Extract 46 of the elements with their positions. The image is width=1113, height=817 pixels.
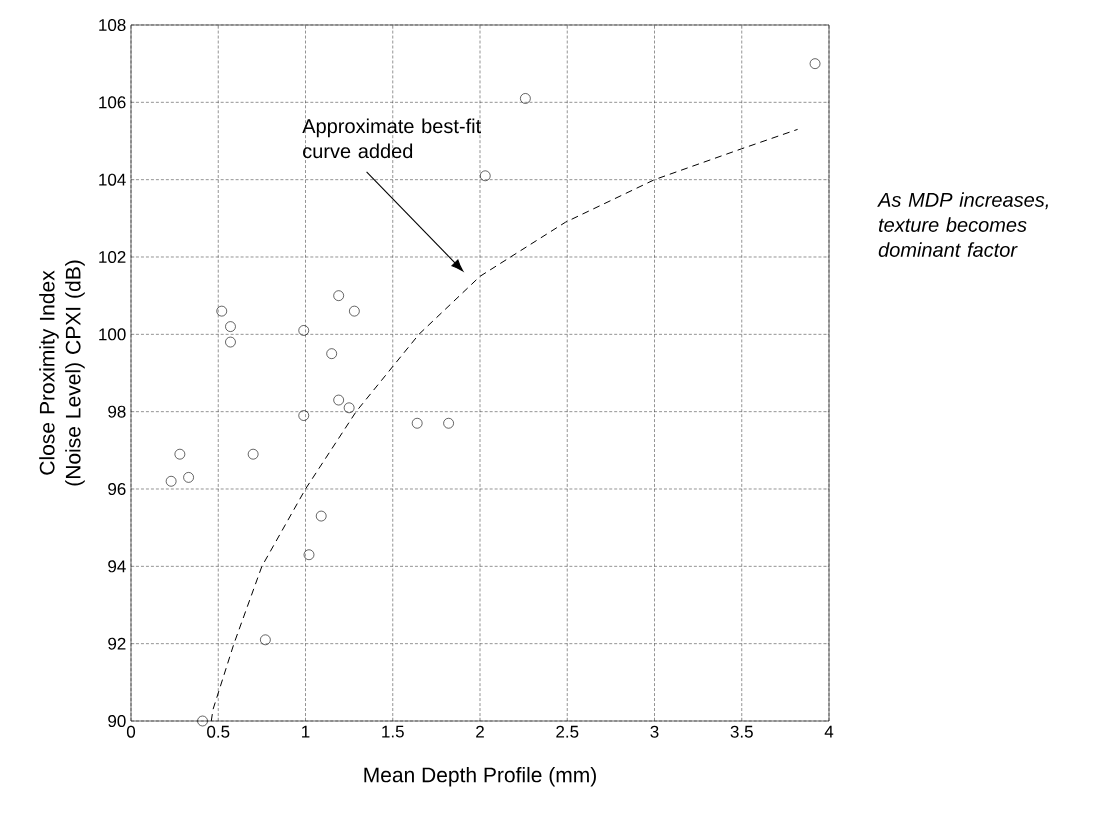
point <box>183 472 194 483</box>
x-tick-label: 0.5 <box>207 725 230 738</box>
x-tick-label: 2 <box>476 725 484 738</box>
point <box>225 321 236 332</box>
x-tick-label: 2.5 <box>556 725 579 738</box>
point <box>333 290 344 301</box>
point <box>225 336 236 348</box>
point <box>326 348 337 359</box>
point <box>174 448 186 460</box>
y-tick-label: 106 <box>99 96 126 109</box>
point <box>260 634 271 646</box>
x-tick-label: 4 <box>824 725 834 738</box>
x-axis-title: Mean Depth Profile (mm) <box>364 766 596 787</box>
y-axis-title: Close Proximity Index (Noise Level) CPXI (dB) <box>39 260 85 486</box>
point <box>349 305 360 317</box>
y-tick-label: 98 <box>108 405 126 418</box>
point <box>298 325 310 336</box>
point <box>479 170 491 182</box>
y-tick-label: 92 <box>108 637 126 650</box>
y-tick-label: 94 <box>108 560 126 573</box>
y-tick-label: 108 <box>99 18 126 32</box>
point <box>298 410 310 421</box>
point <box>315 510 327 522</box>
point <box>809 58 821 69</box>
point <box>443 417 454 429</box>
y-tick-label: 96 <box>108 482 126 496</box>
point <box>303 549 315 561</box>
y-tick-label: 104 <box>99 173 126 186</box>
point <box>165 475 177 487</box>
text: As MDP increases, texture becomes dominant factor <box>877 192 1048 257</box>
y-tick-label: 102 <box>99 250 126 264</box>
point <box>343 402 355 414</box>
point <box>197 715 208 727</box>
annotation: Approximate best-fit curve added <box>302 118 481 159</box>
x-tick-label: 0 <box>126 725 136 738</box>
x-tick-label: 1 <box>302 725 310 738</box>
x-tick-label: 1.5 <box>382 725 404 738</box>
point <box>247 448 259 460</box>
point <box>216 305 228 317</box>
y-tick-label: 90 <box>108 714 126 728</box>
x-tick-label: 3.5 <box>730 725 753 738</box>
point <box>520 93 531 104</box>
point <box>411 417 423 429</box>
point <box>333 394 344 406</box>
x-tick-label: 3 <box>650 725 659 738</box>
y-tick-label: 100 <box>99 328 126 341</box>
